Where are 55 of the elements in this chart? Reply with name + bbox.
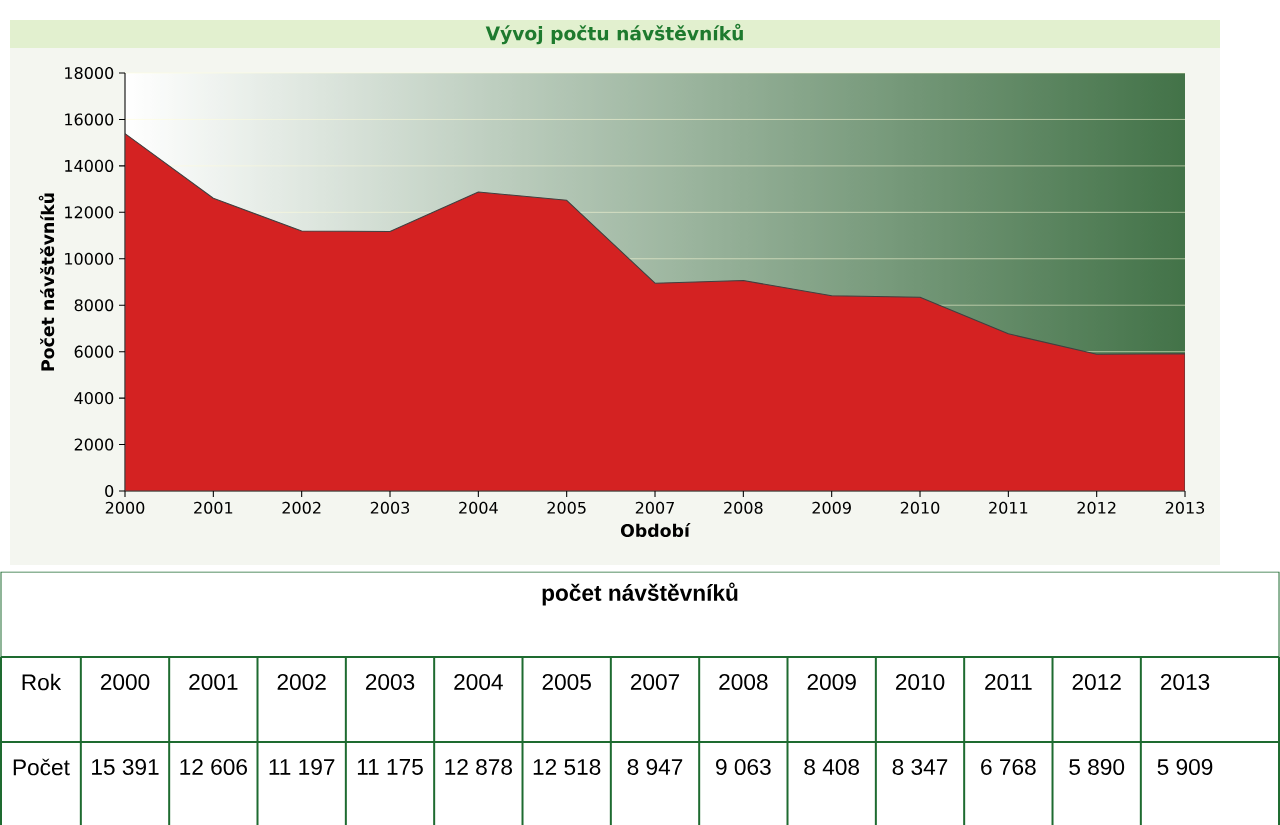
category-label: 2012 (1072, 673, 1121, 691)
x-tick-label: 2002 (282, 501, 321, 514)
data-label: 8 408 (804, 758, 860, 776)
y-tick-label: 12000 (65, 206, 114, 219)
category-label: 2011 (985, 673, 1032, 691)
data-label: 6 768 (981, 758, 1036, 776)
x-axis-title: Období (620, 522, 691, 538)
data-label: 5 890 (1069, 758, 1125, 776)
data-label: 11 175 (357, 759, 423, 775)
text: Počet (13, 758, 70, 776)
x-tick-label: 2013 (1165, 501, 1205, 514)
data-label: 8 947 (627, 758, 683, 776)
x-tick-label: 2012 (1077, 501, 1116, 514)
y-tick-label: 18000 (65, 66, 114, 80)
data-label: 12 878 (445, 758, 512, 776)
y-tick-label: 16000 (65, 113, 114, 126)
data-label: 8 347 (892, 758, 948, 776)
y-tick-label: 8000 (74, 299, 114, 312)
data-label: 9 063 (716, 758, 771, 776)
text: Rok (22, 673, 62, 691)
data-label: 11 197 (269, 758, 335, 776)
y-axis-title: Počet návštěvníků (38, 193, 55, 371)
data-label: 12 518 (533, 758, 601, 776)
y-tick-label: 4000 (74, 392, 114, 405)
x-tick-label: 2001 (194, 501, 233, 514)
x-tick-label: 2005 (547, 501, 586, 514)
category-label: 2003 (365, 673, 415, 691)
x-tick-label: 2010 (900, 501, 940, 514)
category-label: 2010 (895, 673, 945, 691)
y-tick-label: 6000 (74, 345, 114, 358)
category-label: 2007 (630, 673, 680, 691)
x-tick-label: 2007 (635, 501, 674, 514)
x-tick-label: 2000 (105, 501, 145, 514)
x-tick-label: 2011 (989, 501, 1028, 514)
category-label: 2005 (542, 673, 591, 691)
category-label: 2013 (1160, 673, 1210, 691)
data-label: 12 606 (180, 758, 247, 776)
category-label: 2004 (454, 673, 503, 691)
category-label: 2000 (100, 673, 150, 691)
y-tick-label: 10000 (65, 252, 114, 265)
category-label: 2008 (719, 673, 768, 691)
data-label: 5 909 (1157, 758, 1213, 776)
x-tick-label: 2008 (724, 501, 763, 514)
y-tick-label: 0 (105, 484, 114, 498)
category-label: 2009 (807, 673, 856, 691)
x-tick-label: 2004 (459, 501, 498, 514)
category-label: 2002 (277, 673, 326, 691)
y-tick-label: 14000 (65, 159, 114, 172)
chart-title: Vývoj počtu návštěvníků (485, 23, 743, 45)
text: počet návštěvníků (542, 582, 738, 606)
x-tick-label: 2009 (812, 501, 851, 514)
y-tick-label: 2000 (74, 438, 114, 451)
data-label: 15 391 (92, 758, 159, 776)
category-label: 2001 (189, 673, 238, 691)
x-tick-label: 2003 (370, 501, 410, 514)
